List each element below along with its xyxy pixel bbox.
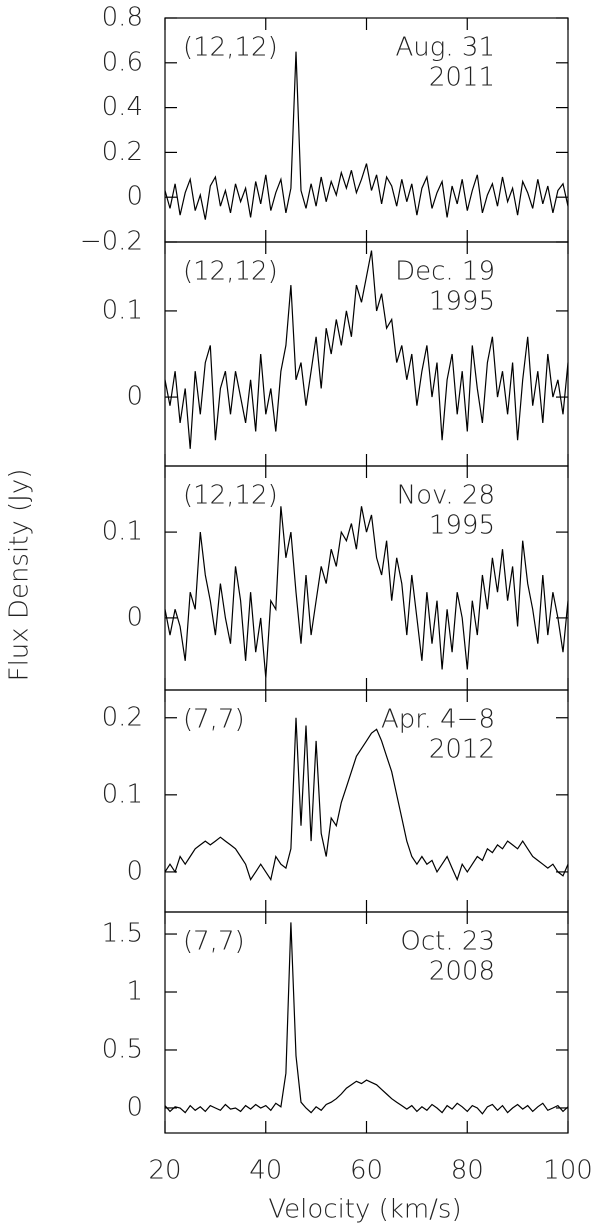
y-tick-label: 0.5 (102, 1034, 143, 1064)
spectrum-line (164, 51, 569, 220)
year-label: 2011 (429, 63, 495, 93)
y-tick-label: 0.4 (102, 92, 143, 122)
x-tick-label: 20 (148, 1156, 181, 1186)
y-tick-label: 0 (126, 382, 143, 412)
transition-label: (7,7) (183, 705, 245, 735)
date-label: Oct. 23 (400, 927, 495, 957)
y-tick-label: 0.2 (102, 137, 143, 167)
transition-label: (12,12) (183, 481, 278, 511)
year-label: 1995 (429, 511, 495, 541)
x-tick-label: 80 (451, 1156, 484, 1186)
year-label: 2008 (429, 957, 495, 987)
transition-label: (12,12) (183, 33, 278, 63)
y-tick-label: 0.1 (102, 517, 143, 547)
y-tick-label: 0 (126, 602, 143, 632)
transition-label: (12,12) (183, 257, 278, 287)
y-tick-label: 0 (126, 1092, 143, 1122)
y-tick-label: 0 (126, 182, 143, 212)
y-tick-label: 0.8 (102, 3, 143, 33)
y-tick-label: −0.2 (80, 227, 143, 257)
y-tick-label: 1 (126, 977, 143, 1007)
x-axis-label: Velocity (km/s) (268, 1195, 461, 1225)
y-tick-label: 0 (126, 856, 143, 886)
date-label: Nov. 28 (397, 481, 495, 511)
year-label: 1995 (429, 287, 495, 317)
y-tick-label: 0.1 (102, 295, 143, 325)
spectrum-line (164, 717, 569, 882)
x-tick-label: 100 (543, 1156, 593, 1186)
date-label: Apr. 4−8 (381, 705, 495, 735)
spectrum-line (164, 250, 569, 449)
x-tick-label: 40 (249, 1156, 282, 1186)
spectrum-line (164, 922, 569, 1115)
spectrum-line (164, 506, 569, 679)
x-tick-label: 60 (350, 1156, 383, 1186)
year-label: 2012 (429, 735, 495, 765)
date-label: Aug. 31 (396, 33, 495, 63)
y-axis-label: Flux Density (Jy) (5, 469, 35, 682)
date-label: Dec. 19 (395, 257, 495, 287)
y-tick-label: 0.6 (102, 47, 143, 77)
y-tick-label: 0.2 (102, 702, 143, 732)
y-tick-label: 0.1 (102, 779, 143, 809)
transition-label: (7,7) (183, 927, 245, 957)
y-tick-label: 1.5 (102, 919, 143, 949)
